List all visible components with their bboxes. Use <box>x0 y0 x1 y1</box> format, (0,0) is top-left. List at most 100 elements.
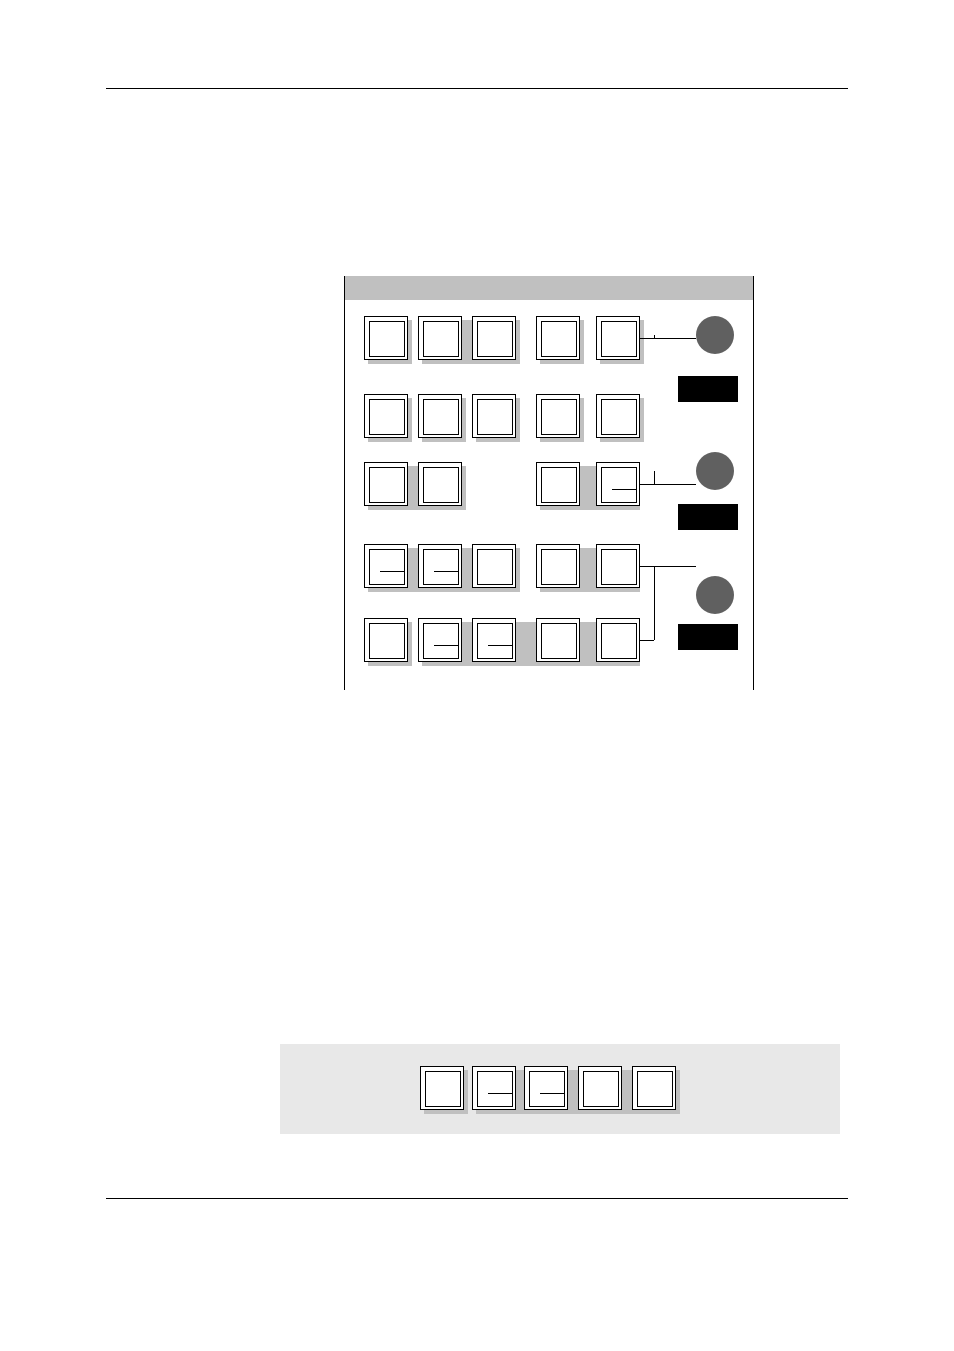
annotation-label <box>678 376 738 402</box>
square-inner <box>369 399 405 435</box>
dash-icon <box>380 571 404 572</box>
annotation-circle <box>696 452 734 490</box>
square-inner <box>541 467 577 503</box>
square-inner <box>529 1071 565 1107</box>
grid-square <box>596 316 640 360</box>
square-outer <box>418 618 462 662</box>
dash-icon <box>612 489 636 490</box>
annotation-label <box>678 504 738 530</box>
square-inner <box>583 1071 619 1107</box>
grid-square <box>418 544 462 588</box>
square-inner <box>601 321 637 357</box>
grid-square <box>536 544 580 588</box>
square-outer <box>364 394 408 438</box>
grid-square <box>536 394 580 438</box>
square-outer <box>472 394 516 438</box>
grid-square <box>418 618 462 662</box>
square-inner <box>477 623 513 659</box>
square-inner <box>601 623 637 659</box>
square-inner <box>477 399 513 435</box>
square-outer <box>536 618 580 662</box>
connector <box>654 471 655 484</box>
square-outer <box>596 618 640 662</box>
grid-square <box>536 316 580 360</box>
dash-icon <box>540 1093 564 1094</box>
grid-square <box>418 316 462 360</box>
square-outer <box>536 394 580 438</box>
square-outer <box>596 462 640 506</box>
square-inner <box>423 623 459 659</box>
grid-square <box>472 316 516 360</box>
square-inner <box>637 1071 673 1107</box>
grid-square <box>472 1066 516 1110</box>
dash-icon <box>434 645 458 646</box>
bottom-rule <box>106 1198 848 1199</box>
square-inner <box>369 549 405 585</box>
top-rule <box>106 88 848 89</box>
diagram-border-right <box>753 276 754 690</box>
square-inner <box>423 321 459 357</box>
square-outer <box>536 316 580 360</box>
connector <box>654 566 696 567</box>
grid-square <box>364 544 408 588</box>
connector <box>654 335 655 338</box>
connector <box>640 640 654 641</box>
square-inner <box>601 549 637 585</box>
diagram-strip <box>420 1066 690 1116</box>
annotation-circle <box>696 576 734 614</box>
square-outer <box>536 462 580 506</box>
square-outer <box>418 394 462 438</box>
grid-square <box>472 544 516 588</box>
grid-square <box>418 394 462 438</box>
connector <box>640 566 654 567</box>
grid-square <box>596 618 640 662</box>
grid-square <box>364 462 408 506</box>
connector <box>654 484 696 485</box>
grid-square <box>536 618 580 662</box>
square-outer <box>596 316 640 360</box>
grid-square <box>364 618 408 662</box>
diagram-main <box>344 276 754 690</box>
connector <box>640 338 654 339</box>
page <box>0 0 954 1351</box>
square-inner <box>423 467 459 503</box>
square-outer <box>472 316 516 360</box>
square-inner <box>423 399 459 435</box>
square-inner <box>425 1071 461 1107</box>
annotation-circle <box>696 316 734 354</box>
grid-square <box>418 462 462 506</box>
square-outer <box>596 394 640 438</box>
square-inner <box>541 549 577 585</box>
square-inner <box>601 399 637 435</box>
grid-square <box>632 1066 676 1110</box>
square-inner <box>369 623 405 659</box>
grid-square <box>472 394 516 438</box>
connector <box>640 484 654 485</box>
square-inner <box>541 623 577 659</box>
square-outer <box>364 462 408 506</box>
grid-square <box>596 394 640 438</box>
grid-square <box>596 544 640 588</box>
square-outer <box>420 1066 464 1110</box>
square-outer <box>418 462 462 506</box>
square-inner <box>477 1071 513 1107</box>
grid-square <box>364 316 408 360</box>
grid-square <box>364 394 408 438</box>
dash-icon <box>434 571 458 572</box>
diagram-border-left <box>344 276 345 690</box>
square-outer <box>632 1066 676 1110</box>
connector <box>654 338 696 339</box>
square-inner <box>477 549 513 585</box>
square-inner <box>541 399 577 435</box>
square-inner <box>601 467 637 503</box>
grid-square <box>472 618 516 662</box>
square-outer <box>472 618 516 662</box>
square-inner <box>541 321 577 357</box>
dash-icon <box>488 645 512 646</box>
square-outer <box>418 316 462 360</box>
square-outer <box>536 544 580 588</box>
diagram-topbar <box>344 276 754 300</box>
square-outer <box>364 618 408 662</box>
annotation-label <box>678 624 738 650</box>
square-outer <box>472 1066 516 1110</box>
